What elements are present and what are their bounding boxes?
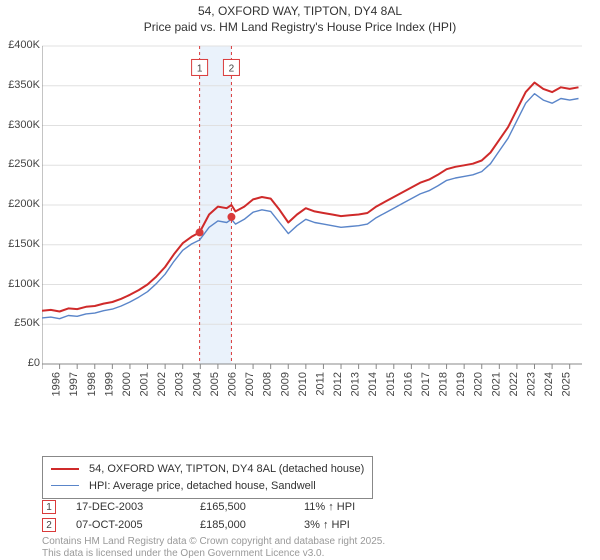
svg-text:2015: 2015 (385, 372, 397, 396)
svg-text:2002: 2002 (156, 372, 168, 396)
y-tick-label: £200K (0, 198, 40, 210)
footer-line-1: Contains HM Land Registry data © Crown c… (42, 536, 385, 548)
y-tick-label: £100K (0, 278, 40, 290)
y-tick-label: £0 (0, 357, 40, 369)
svg-text:1998: 1998 (86, 372, 98, 396)
legend: 54, OXFORD WAY, TIPTON, DY4 8AL (detache… (42, 456, 373, 499)
svg-text:2011: 2011 (314, 372, 326, 396)
svg-text:2000: 2000 (121, 372, 133, 396)
svg-text:2006: 2006 (226, 372, 238, 396)
svg-text:2012: 2012 (332, 372, 344, 396)
svg-text:1996: 1996 (51, 372, 63, 396)
svg-text:2024: 2024 (543, 372, 555, 396)
svg-text:2017: 2017 (420, 372, 432, 396)
svg-text:1999: 1999 (103, 372, 115, 396)
marker-box: 1 (42, 500, 56, 514)
svg-text:1995: 1995 (42, 372, 45, 396)
svg-text:2020: 2020 (473, 372, 485, 396)
legend-item: 54, OXFORD WAY, TIPTON, DY4 8AL (detache… (51, 461, 364, 478)
row-note: 3% ↑ HPI (304, 519, 424, 531)
svg-text:2003: 2003 (174, 372, 186, 396)
svg-text:2009: 2009 (279, 372, 291, 396)
svg-text:2004: 2004 (191, 372, 203, 396)
svg-text:2001: 2001 (139, 372, 151, 396)
row-date: 07-OCT-2005 (76, 519, 196, 531)
row-price: £165,500 (200, 501, 300, 513)
y-tick-label: £300K (0, 119, 40, 131)
table-row: 1 17-DEC-2003 £165,500 11% ↑ HPI (42, 498, 424, 516)
svg-text:2018: 2018 (438, 372, 450, 396)
svg-text:2021: 2021 (490, 372, 502, 396)
legend-swatch (51, 485, 79, 486)
svg-text:2019: 2019 (455, 372, 467, 396)
y-tick-label: £150K (0, 238, 40, 250)
legend-item: HPI: Average price, detached house, Sand… (51, 478, 364, 495)
y-tick-label: £250K (0, 158, 40, 170)
row-date: 17-DEC-2003 (76, 501, 196, 513)
svg-text:1: 1 (197, 63, 203, 74)
row-price: £185,000 (200, 519, 300, 531)
svg-text:2023: 2023 (526, 372, 538, 396)
title-line-1: 54, OXFORD WAY, TIPTON, DY4 8AL (0, 4, 600, 20)
svg-text:2010: 2010 (297, 372, 309, 396)
svg-text:2005: 2005 (209, 372, 221, 396)
legend-label: HPI: Average price, detached house, Sand… (89, 478, 316, 495)
price-chart: £0£50K£100K£150K£200K£250K£300K£350K£400… (42, 40, 590, 410)
svg-text:2008: 2008 (262, 372, 274, 396)
svg-text:2: 2 (229, 63, 235, 74)
y-tick-label: £350K (0, 79, 40, 91)
footer-attribution: Contains HM Land Registry data © Crown c… (42, 536, 385, 560)
chart-title: 54, OXFORD WAY, TIPTON, DY4 8AL Price pa… (0, 0, 600, 35)
legend-label: 54, OXFORD WAY, TIPTON, DY4 8AL (detache… (89, 461, 364, 478)
footer-line-2: This data is licensed under the Open Gov… (42, 548, 385, 560)
svg-text:2022: 2022 (508, 372, 520, 396)
y-tick-label: £50K (0, 317, 40, 329)
transaction-table: 1 17-DEC-2003 £165,500 11% ↑ HPI 2 07-OCT-200… (42, 498, 424, 534)
svg-text:2014: 2014 (367, 372, 379, 396)
y-tick-label: £400K (0, 39, 40, 51)
svg-text:2007: 2007 (244, 372, 256, 396)
svg-text:2013: 2013 (350, 372, 362, 396)
marker-box: 2 (42, 518, 56, 532)
svg-text:1997: 1997 (68, 372, 80, 396)
title-line-2: Price paid vs. HM Land Registry's House … (0, 20, 600, 36)
svg-text:2025: 2025 (561, 372, 573, 396)
svg-text:2016: 2016 (402, 372, 414, 396)
legend-swatch (51, 468, 79, 470)
row-note: 11% ↑ HPI (304, 501, 424, 513)
table-row: 2 07-OCT-2005 £185,000 3% ↑ HPI (42, 516, 424, 534)
